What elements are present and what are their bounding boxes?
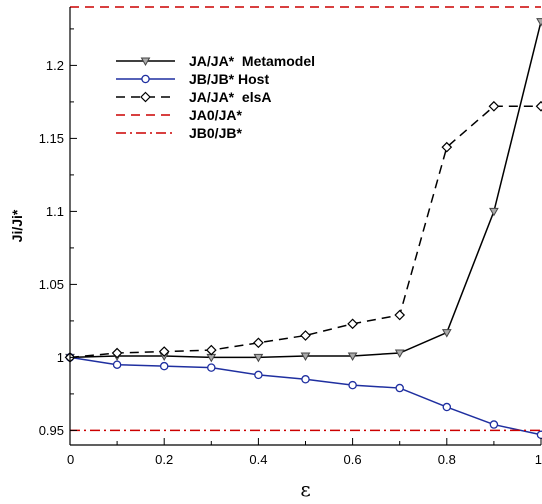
series-1-point-9 [441, 329, 452, 338]
series-3-point-6 [300, 330, 311, 341]
series-1-point-11 [536, 18, 542, 27]
series-1-point-7 [347, 352, 358, 361]
series-1-point-6 [300, 352, 311, 361]
y-axis-title: Ji/Ji* [9, 209, 25, 242]
x-tick-label-6: 1 [535, 452, 542, 467]
series-2 [65, 353, 542, 440]
legend-label-3: JA/JA* elsA [189, 89, 271, 105]
series-2-point-10 [489, 420, 499, 429]
legend-label-4: JA0/JA* [189, 107, 242, 123]
series-3-point-3 [158, 346, 170, 357]
x-tick-label-4: 0.6 [344, 452, 362, 467]
series-3-point-2 [111, 347, 123, 359]
series-2-point-2 [112, 360, 122, 369]
series-3-point-4 [205, 344, 217, 356]
axes: 0 0.2 0.4 0.6 0.8 1 0.95 1 1.05 1.1 1.15 1.2 Ji/Ji* ε [9, 7, 542, 501]
series-line-1 [69, 21, 542, 359]
legend-entry-4: JA0/JA* [116, 107, 242, 123]
x-axis-title: ε [300, 477, 310, 501]
y-tick-label-4: 1.1 [46, 204, 64, 219]
series-2-point-4 [207, 363, 216, 372]
y-tick-label-2: 1 [57, 350, 64, 365]
y-tick-label-3: 1.05 [39, 277, 64, 292]
series-3-point-9 [441, 141, 453, 153]
legend-entry-5: JB0/JB* [116, 125, 242, 141]
legend-entry-3: JA/JA* elsA [116, 89, 271, 105]
series-1-point-8 [394, 349, 405, 359]
series-2-point-6 [301, 375, 310, 384]
x-tick-label-1: 0 [67, 452, 74, 467]
series-1 [65, 18, 542, 363]
legend: JA/JA* Metamodel JB/JB* Host JA/JA* elsA JA… [116, 53, 315, 141]
series-1-point-10 [489, 207, 499, 217]
legend-entry-1: JA/JA* Metamodel [116, 53, 315, 69]
series-2-point-8 [395, 383, 404, 393]
legend-marker-2 [141, 74, 150, 84]
series-3 [64, 100, 542, 363]
legend-entry-2: JB/JB* Host [116, 71, 269, 87]
series-3-point-5 [253, 337, 264, 349]
series-line-2 [69, 356, 542, 436]
series-2-point-3 [159, 361, 169, 371]
legend-marker-3 [140, 91, 151, 103]
series-2-point-9 [442, 402, 452, 412]
y-tick-label-5: 1.15 [39, 131, 64, 146]
x-tick-label-2: 0.2 [155, 452, 173, 467]
series-3-point-8 [394, 309, 406, 321]
x-tick-label-5: 0.8 [438, 452, 456, 467]
series-3-point-10 [488, 100, 500, 112]
series-3-point-7 [347, 318, 358, 330]
series-1-point-5 [253, 353, 264, 363]
series-3-point-11 [535, 100, 542, 112]
y-tick-label-1: 0.95 [39, 423, 64, 438]
legend-label-1: JA/JA* Metamodel [189, 53, 315, 69]
legend-marker-1 [140, 57, 151, 67]
x-tick-label-3: 0.4 [249, 452, 267, 467]
series-2-point-11 [536, 430, 542, 440]
legend-label-5: JB0/JB* [189, 125, 242, 141]
series-line-3 [69, 105, 541, 359]
legend-label-2: JB/JB* Host [189, 71, 269, 87]
plot-area [64, 6, 542, 440]
y-tick-label-6: 1.2 [46, 58, 64, 73]
series-2-point-7 [348, 380, 357, 390]
series-2-point-5 [254, 370, 263, 380]
